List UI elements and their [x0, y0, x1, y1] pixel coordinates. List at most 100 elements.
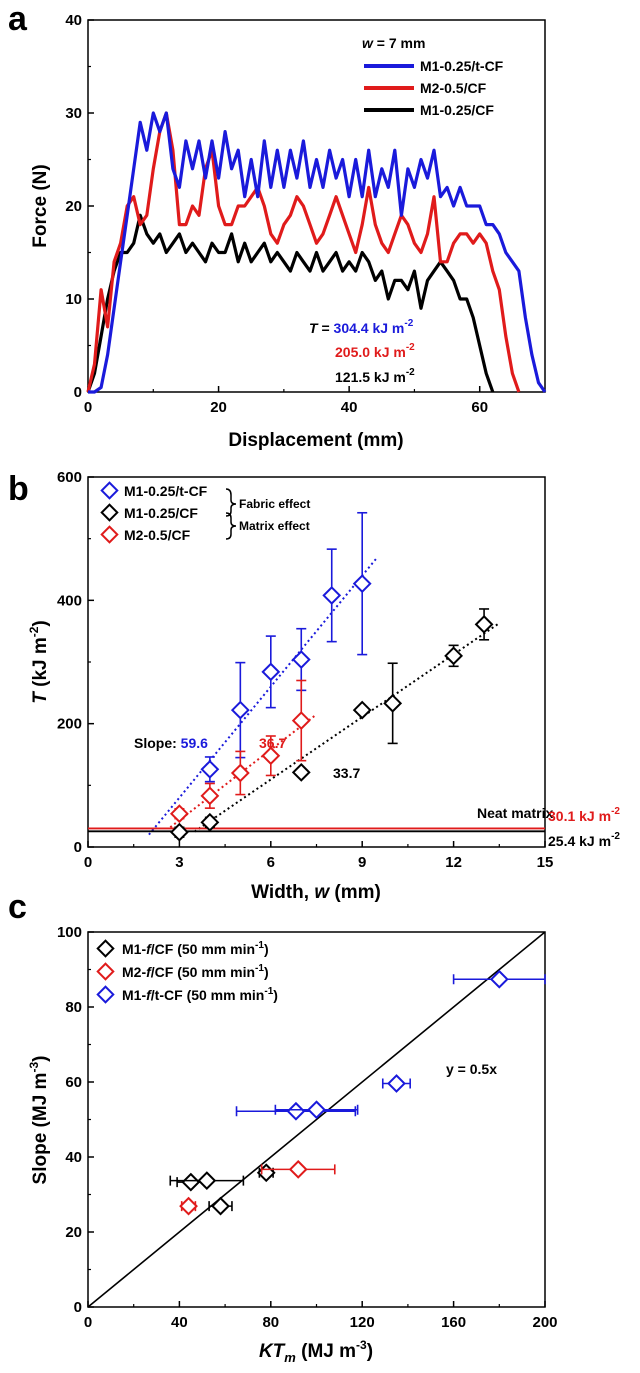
panel-a-legend-title: w = 7 mm — [362, 35, 425, 51]
panel-c-points — [169, 969, 546, 1216]
fit-line-m1-0-25-t-cf — [148, 556, 379, 836]
panel-a-ytick-label: 0 — [74, 384, 82, 401]
point-bg-m1-0-25-t-cf — [323, 587, 340, 604]
point-m1-0-25-t-cf — [322, 585, 342, 605]
panel-a-ytick-label: 20 — [65, 198, 82, 215]
neat-matrix-red-label: 30.1 kJ m-2 — [548, 806, 620, 824]
panel-label-a: a — [8, 0, 28, 38]
legend-marker-c-m1-t-cf — [96, 985, 115, 1004]
t-symbol: T — [309, 320, 319, 336]
point-bg-m2-f-cf-50-mm-min-1- — [180, 1198, 197, 1215]
point-bg-m1-0-25-cf — [354, 702, 371, 719]
point-bg-m1-0-25-t-cf — [293, 651, 310, 668]
panel-a-xtick-label: 20 — [210, 399, 227, 416]
ylabel-sup-c: -3 — [27, 1062, 41, 1073]
panel-c: c 0 40 80 120 160 200 0 20 40 60 80 100 y = 0.5x KT… — [8, 888, 558, 1365]
point-m1-f-t-cf-50-mm-min-1- — [387, 1074, 406, 1093]
fabric-effect-label: Fabric effect — [239, 497, 310, 511]
legend-label-m1-t-cf: M1-0.25/t-CF — [420, 58, 504, 74]
panel-label-b: b — [8, 470, 29, 508]
legend-marker-m1-cf — [100, 503, 119, 522]
point-bg-m1-f-t-cf-50-mm-min-1- — [287, 1103, 304, 1120]
fit-line-m1-0-25-cf — [194, 622, 500, 833]
neat-black-value: 25.4 kJ m — [548, 833, 611, 849]
fit-equation-label: y = 0.5x — [446, 1061, 497, 1077]
panel-a-ticks: 0 20 40 60 0 10 20 30 40 — [65, 12, 488, 416]
point-m1-f-cf-50-mm-min-1- — [211, 1196, 230, 1216]
legend-b-m1-t-cf: M1-0.25/t-CF — [124, 483, 208, 499]
point-m2-f-cf-50-mm-min-1- — [288, 1159, 308, 1179]
neat-black-sup: -2 — [611, 831, 620, 842]
xlabel-sup-c: -3 — [356, 1338, 367, 1352]
panel-a-ytick-label: 10 — [65, 291, 82, 308]
point-bg-m1-f-t-cf-50-mm-min-1- — [388, 1075, 405, 1092]
point-bg-m1-0-25-t-cf — [262, 663, 279, 680]
point-bg-m2-0-5-cf — [201, 787, 218, 804]
xlabel-width: Width, — [251, 882, 314, 903]
t-sup-blue: -2 — [404, 318, 413, 329]
slope-black: 33.7 — [333, 765, 360, 781]
legend-b-m2-cf: M2-0.5/CF — [124, 527, 191, 543]
point-m2-0-5-cf — [230, 763, 250, 783]
panel-c-xtick-label: 80 — [262, 1314, 279, 1331]
panel-b-neat-matrix-lines — [88, 827, 545, 833]
panel-b-ytick-label: 400 — [57, 592, 82, 609]
panel-a-ylabel: Force (N) — [30, 164, 51, 247]
point-m1-0-25-t-cf — [352, 574, 372, 594]
xlabel-unit: (mm) — [329, 882, 381, 903]
legend-c-m1-cf: M1-f/CF (50 mm min-1) — [122, 940, 269, 957]
point-bg-m1-0-25-cf — [293, 764, 310, 781]
xlabel-w: w — [314, 882, 330, 903]
panel-b-points — [169, 511, 494, 842]
panel-b-xtick-label: 0 — [84, 854, 92, 871]
panel-a-series — [86, 111, 547, 394]
point-m1-0-25-cf — [169, 822, 189, 842]
panel-b-xtick-label: 6 — [267, 854, 275, 871]
panel-b-legend: M1-0.25/t-CF M1-0.25/CF M2-0.5/CF Fabric… — [100, 481, 310, 544]
neat-matrix-label: Neat matrix — [477, 805, 553, 821]
legend-marker-m2-cf — [100, 525, 119, 544]
xlabel-unit-c: (MJ m — [296, 1341, 356, 1362]
toughness-annotation-blue: T = 304.4 kJ m-2 — [309, 318, 414, 336]
point-m1-0-25-cf — [291, 762, 311, 782]
legend-label-m2-cf: M2-0.5/CF — [420, 80, 487, 96]
matrix-effect-bracket — [225, 512, 237, 540]
point-m2-0-5-cf — [200, 786, 220, 806]
fit-line-m2-0-5-cf — [169, 713, 318, 829]
point-bg-m1-f-cf-50-mm-min-1- — [212, 1198, 229, 1215]
legend-c-m1-t-cf: M1-f/t-CF (50 mm min-1) — [122, 986, 278, 1003]
slope-prefix: Slope: — [134, 735, 181, 751]
toughness-annotation-red: 205.0 kJ m-2 — [335, 342, 415, 360]
panel-c-xtick-label: 160 — [441, 1314, 466, 1331]
panel-c-ytick-label: 100 — [57, 924, 82, 941]
panel-b-fit-lines — [148, 556, 500, 836]
panel-a-annotations: T = 304.4 kJ m-2 205.0 kJ m-2 121.5 kJ m… — [309, 318, 415, 385]
t-value-red: 205.0 kJ m — [335, 344, 406, 360]
series-line-m1-0-25-t-cf — [88, 111, 547, 394]
panel-c-xlabel: KTm (MJ m-3) — [259, 1338, 373, 1365]
point-m2-0-5-cf — [291, 711, 311, 730]
panel-a-ytick-label: 40 — [65, 12, 82, 29]
point-bg-m2-0-5-cf — [293, 712, 310, 729]
fit-line-y-0-5x — [87, 931, 546, 1308]
panel-b-xtick-label: 3 — [175, 854, 183, 871]
point-bg-m1-0-25-cf — [384, 695, 401, 712]
slope-blue: 59.6 — [181, 735, 208, 751]
point-m1-f-cf-50-mm-min-1- — [181, 1172, 201, 1192]
panel-b-xtick-label: 9 — [358, 854, 366, 871]
panel-a-xtick-label: 60 — [471, 399, 488, 416]
point-bg-m1-0-25-t-cf — [232, 702, 249, 719]
point-bg-m1-f-cf-50-mm-min-1- — [258, 1164, 275, 1181]
legend-c-m2-cf: M2-f/CF (50 mm min-1) — [122, 963, 269, 980]
point-m1-0-25-t-cf — [291, 650, 311, 669]
panel-b-ticks: 0 3 6 9 12 15 0 200 400 600 — [57, 469, 553, 871]
ylabel-unit: (kJ m — [30, 637, 51, 692]
panel-b-ytick-label: 600 — [57, 469, 82, 486]
panel-b-ytick-label: 200 — [57, 716, 82, 733]
ylabel-close: ) — [30, 620, 51, 626]
ylabel-t: T — [30, 691, 51, 704]
neat-matrix-black-label: 25.4 kJ m-2 — [548, 831, 620, 849]
ylabel-sup: -2 — [27, 626, 41, 637]
panel-c-ytick-label: 0 — [74, 1299, 82, 1316]
